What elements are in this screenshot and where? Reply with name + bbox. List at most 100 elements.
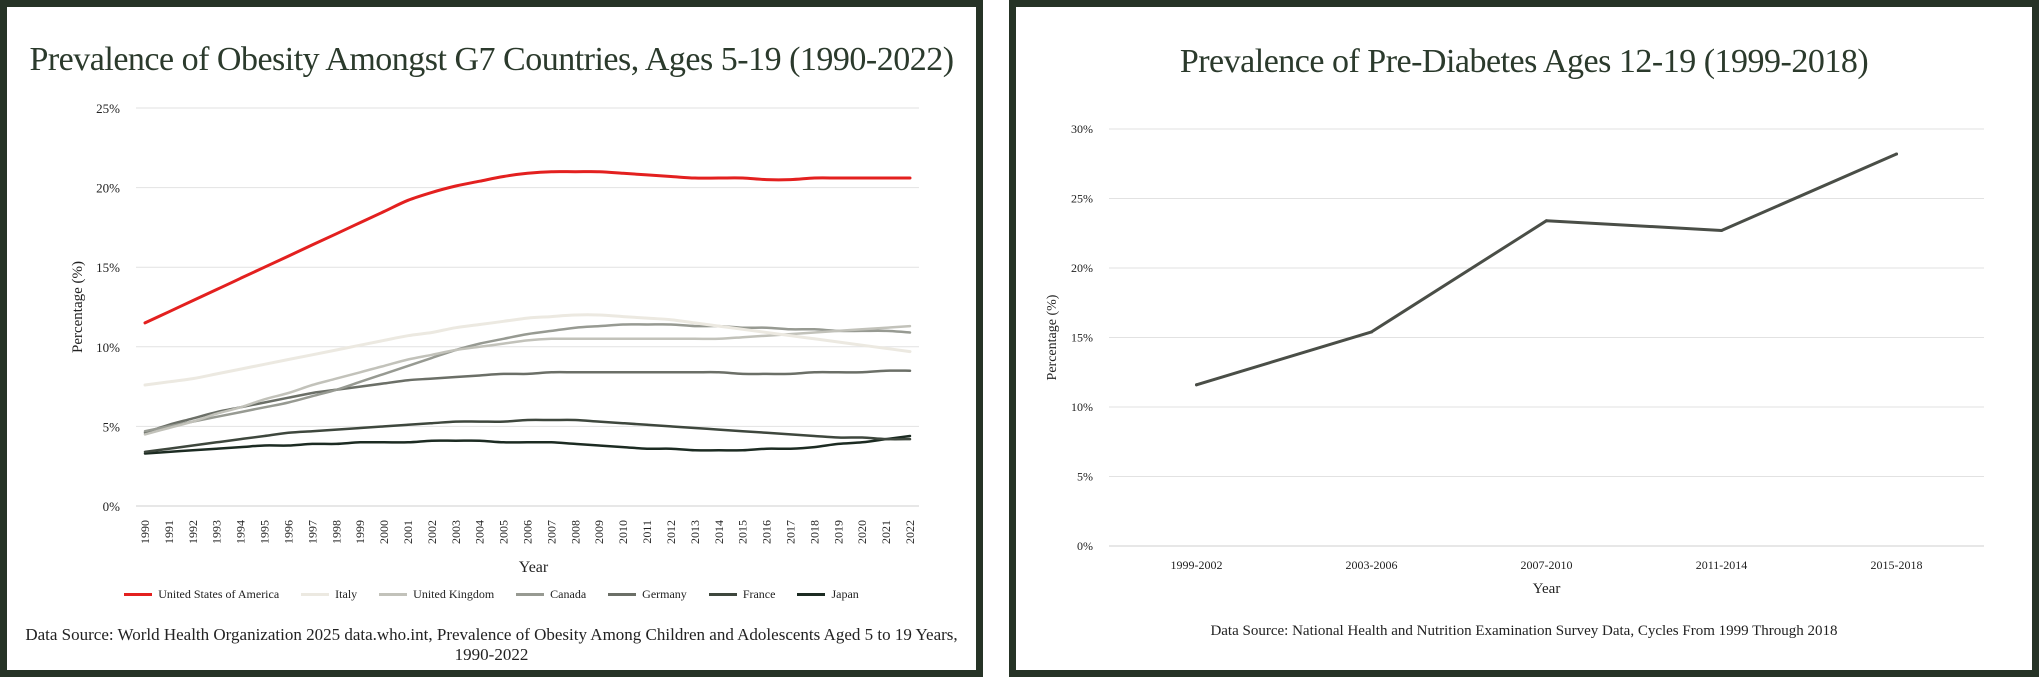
obesity-x-tick-label: 2003 — [449, 520, 463, 544]
legend-item: United States of America — [124, 587, 279, 602]
obesity-x-tick-label: 2010 — [616, 520, 630, 544]
series-line-united-kingdom — [143, 324, 912, 436]
series-line-japan — [143, 434, 912, 455]
legend-label: United Kingdom — [413, 587, 495, 601]
obesity-x-tick-label: 2021 — [879, 520, 893, 544]
obesity-x-tick-label: 2006 — [521, 520, 535, 544]
obesity-x-tick-label: 2000 — [377, 520, 391, 544]
obesity-x-tick-label: 2016 — [760, 520, 774, 544]
obesity-x-tick-label: 2015 — [736, 520, 750, 544]
obesity-y-tick-label: 20% — [96, 181, 120, 196]
prediabetes-y-axis-label: Percentage (%) — [1045, 294, 1060, 380]
obesity-x-tick-label: 1999 — [353, 520, 367, 544]
prediabetes-series-line — [1195, 152, 1898, 387]
legend-label: United States of America — [158, 587, 280, 601]
prediabetes-y-tick-label: 15% — [1071, 331, 1093, 345]
obesity-x-tick-label: 1992 — [186, 520, 200, 544]
prediabetes-y-tick-label: 20% — [1071, 261, 1093, 275]
legend-swatch — [708, 593, 737, 596]
obesity-x-tick-label: 2017 — [783, 520, 797, 544]
obesity-legend: United States of America Italy United King… — [7, 587, 976, 602]
obesity-chart-panel: Prevalence of Obesity Amongst G7 Countri… — [0, 0, 983, 677]
legend-swatch — [124, 593, 153, 596]
panel-divider — [983, 0, 1009, 677]
obesity-y-tick-label: 25% — [96, 101, 120, 116]
obesity-chart-area: Prevalence of Obesity Amongst G7 Countri… — [7, 7, 976, 670]
obesity-line-chart: 0% 5% 10% 15% 20% 25% 1990 1991 1992 1993 1994 1995… — [70, 101, 919, 576]
obesity-x-tick-label: 2001 — [401, 520, 415, 544]
legend-item: Japan — [797, 587, 859, 602]
obesity-x-tick-label: 2022 — [903, 520, 917, 544]
prediabetes-data-point — [1545, 219, 1548, 223]
obesity-x-tick-label: 2004 — [473, 520, 487, 544]
prediabetes-line-chart: 0% 5% 10% 15% 20% 25% 30% 1999-2002 2003-2006 200… — [1045, 122, 1984, 597]
legend-label: Italy — [335, 587, 358, 601]
obesity-y-tick-label: 0% — [103, 499, 121, 514]
prediabetes-y-tick-label: 5% — [1077, 470, 1093, 484]
legend-item: Italy — [301, 587, 357, 602]
obesity-x-tick-label: 2020 — [855, 520, 869, 544]
prediabetes-x-tick-label: 1999-2002 — [1171, 558, 1223, 572]
obesity-x-tick-label: 1995 — [258, 520, 272, 544]
obesity-chart-title: Prevalence of Obesity Amongst G7 Countri… — [29, 41, 954, 78]
obesity-x-tick-label: 2014 — [712, 520, 726, 544]
legend-swatch — [379, 593, 408, 596]
prediabetes-x-tick-label: 2015-2018 — [1871, 558, 1923, 572]
obesity-x-tick-label: 2009 — [592, 520, 606, 544]
prediabetes-x-tick-label: 2003-2006 — [1346, 558, 1398, 572]
prediabetes-x-axis-label: Year — [1533, 581, 1561, 597]
prediabetes-data-point — [1720, 228, 1723, 232]
prediabetes-y-tick-label: 25% — [1071, 192, 1093, 206]
legend-item: Canada — [516, 587, 586, 602]
series-line-germany — [143, 369, 912, 435]
prediabetes-y-tick-label: 30% — [1071, 122, 1093, 136]
obesity-x-tick-label: 1994 — [234, 520, 248, 544]
obesity-x-tick-label: 1993 — [210, 520, 224, 544]
obesity-x-tick-label: 2007 — [544, 520, 558, 544]
prediabetes-data-point — [1370, 330, 1373, 334]
legend-label: Canada — [550, 587, 587, 601]
legend-swatch — [608, 593, 637, 596]
prediabetes-y-tick-label: 0% — [1077, 539, 1093, 553]
legend-item: Germany — [608, 587, 687, 602]
obesity-y-tick-label: 15% — [96, 260, 120, 275]
obesity-x-tick-label: 1998 — [329, 520, 343, 544]
series-line-italy — [143, 313, 912, 387]
legend-label: Japan — [831, 587, 859, 601]
legend-swatch — [797, 593, 826, 596]
obesity-x-tick-label: 2013 — [688, 520, 702, 544]
prediabetes-data-point — [1895, 152, 1898, 156]
series-line-canada — [143, 323, 912, 433]
obesity-x-tick-label: 1996 — [281, 520, 295, 544]
obesity-x-tick-label: 2018 — [807, 520, 821, 544]
prediabetes-chart-area: Prevalence of Pre-Diabetes Ages 12-19 (1… — [1016, 7, 2032, 670]
obesity-x-tick-label: 1990 — [138, 520, 152, 544]
obesity-x-tick-label: 2019 — [831, 520, 845, 544]
obesity-y-tick-label: 5% — [103, 419, 121, 434]
legend-label: Germany — [642, 587, 687, 601]
series-line-france — [143, 418, 912, 454]
obesity-x-tick-label: 2011 — [640, 520, 654, 544]
prediabetes-chart-panel: Prevalence of Pre-Diabetes Ages 12-19 (1… — [1009, 0, 2039, 677]
prediabetes-y-tick-label: 10% — [1071, 400, 1093, 414]
obesity-x-tick-label: 2008 — [568, 520, 582, 544]
prediabetes-x-tick-label: 2011-2014 — [1696, 558, 1748, 572]
obesity-x-tick-label: 2002 — [425, 520, 439, 544]
prediabetes-data-source: Data Source: National Health and Nutriti… — [1210, 623, 1838, 639]
prediabetes-x-tick-label: 2007-2010 — [1521, 558, 1573, 572]
legend-label: France — [742, 587, 776, 601]
prediabetes-data-point — [1195, 383, 1198, 387]
legend-swatch — [301, 593, 330, 596]
obesity-y-tick-label: 10% — [96, 340, 120, 355]
obesity-data-source: Data Source: World Health Organization 2… — [25, 625, 958, 664]
obesity-y-axis-label: Percentage (%) — [70, 261, 86, 353]
obesity-x-tick-label: 2005 — [497, 520, 511, 544]
obesity-x-tick-label: 1991 — [162, 520, 176, 544]
obesity-x-tick-label: 1997 — [305, 520, 319, 544]
legend-item: France — [708, 587, 776, 602]
prediabetes-chart-title: Prevalence of Pre-Diabetes Ages 12-19 (1… — [1179, 43, 1869, 80]
series-line-united-states-of-america — [143, 170, 912, 325]
obesity-x-axis-label: Year — [519, 559, 549, 576]
obesity-x-tick-label: 2012 — [664, 520, 678, 544]
legend-swatch — [516, 593, 545, 596]
